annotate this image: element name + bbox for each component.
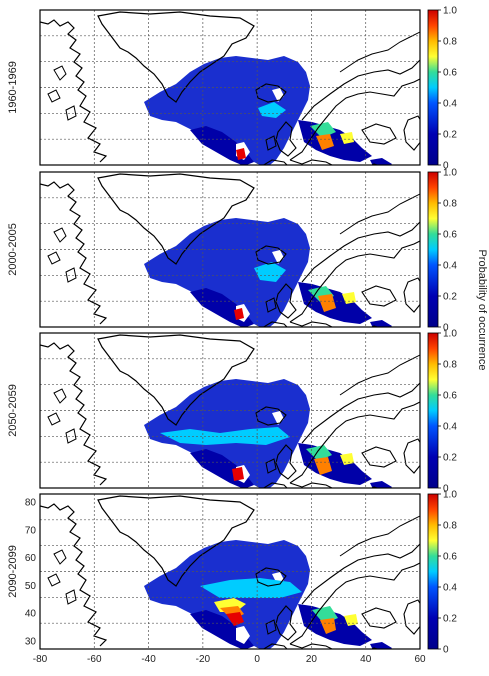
colorbar-tick: 1.0: [443, 6, 457, 17]
colorbar-tick: 0: [443, 161, 449, 172]
colorbar-tick: 0.4: [443, 422, 457, 433]
period-label: 2050-2059: [7, 384, 19, 437]
colorbar-tick: 0.2: [443, 614, 457, 625]
x-tick-label: 40: [360, 654, 372, 665]
graticule: [40, 333, 420, 488]
x-tick-label: 60: [414, 654, 426, 665]
colorbar-tick: 0.8: [443, 360, 457, 371]
colorbar-tick: 1.0: [443, 329, 457, 340]
graticule: [40, 10, 420, 165]
y-tick-label: 50: [25, 581, 37, 592]
colorbar-tick: 0: [443, 484, 449, 495]
x-tick-label: -60: [87, 654, 102, 665]
colorbar-tick: 0.4: [443, 583, 457, 594]
y-tick-label: 70: [25, 525, 37, 536]
y-tick-label: 40: [25, 609, 37, 620]
x-tick-label: 20: [306, 654, 318, 665]
period-label: 2090-2099: [7, 545, 19, 598]
colorbar-tick: 0: [443, 645, 449, 656]
map-panel-1960-1969: 1960-1969: [7, 9, 421, 166]
graticule: [40, 172, 420, 327]
colorbar-tick: 0.6: [443, 391, 457, 402]
colorbar: 1.0 0.8 0.6 0.4 0.2 0: [427, 329, 457, 495]
y-tick-label: 80: [25, 498, 37, 509]
colorbar-tick: 0.2: [443, 292, 457, 303]
colorbar-tick: 0.6: [443, 68, 457, 79]
colorbar: 1.0 0.8 0.6 0.4 0.2 0: [427, 168, 457, 334]
graticule: [40, 494, 420, 649]
colorbar-label: Probability of occurrence: [476, 249, 488, 370]
period-label: 1960-1969: [7, 61, 19, 114]
colorbar-tick: 0.4: [443, 261, 457, 272]
period-label: 2000-2005: [7, 223, 19, 276]
x-tick-label: -20: [196, 654, 211, 665]
map-panel-2090-2099: 2090-2099 80 70 60 50 40 30: [7, 493, 421, 650]
colorbar-tick: 0.8: [443, 199, 457, 210]
colorbar-tick: 0.2: [443, 453, 457, 464]
colorbar-tick: 1.0: [443, 168, 457, 179]
y-tick-label: 60: [25, 553, 37, 564]
colorbar-tick: 0: [443, 323, 449, 334]
y-tick-label: 30: [25, 637, 37, 648]
colorbar-tick: 0.6: [443, 552, 457, 563]
colorbar-tick: 0.6: [443, 230, 457, 241]
colorbar-tick: 1.0: [443, 490, 457, 501]
colorbar: 1.0 0.8 0.6 0.4 0.2 0: [427, 490, 457, 656]
colorbar-tick: 0.4: [443, 99, 457, 110]
colorbar-tick: 0.8: [443, 37, 457, 48]
colorbar: 1.0 0.8 0.6 0.4 0.2 0: [427, 6, 457, 172]
x-tick-label: 0: [254, 654, 260, 665]
x-tick-label: -40: [141, 654, 156, 665]
map-panel-2000-2005: 2000-2005: [7, 171, 421, 328]
colorbar-tick: 0.2: [443, 130, 457, 141]
colorbar-tick: 0.8: [443, 521, 457, 532]
map-panel-2050-2059: 2050-2059: [7, 332, 421, 489]
x-tick-label: -80: [33, 654, 48, 665]
